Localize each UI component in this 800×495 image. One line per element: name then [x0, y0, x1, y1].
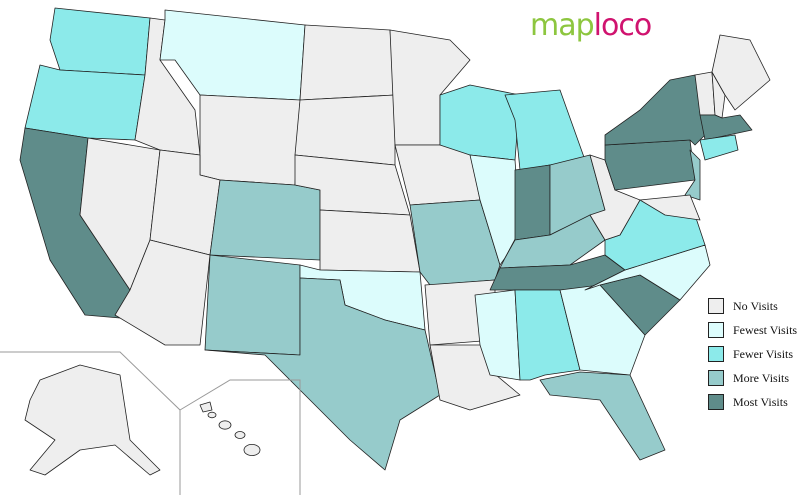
state-nj: [684, 149, 701, 201]
legend-item-fewer-visits: Fewer Visits: [708, 342, 797, 366]
legend-item-fewest-visits: Fewest Visits: [708, 318, 797, 342]
hawaii-island: [207, 411, 217, 419]
legend-item-most-visits: Most Visits: [708, 390, 797, 414]
state-ms: [474, 289, 521, 381]
hawaii-island: [234, 431, 246, 439]
legend-swatch: [708, 370, 724, 386]
state-fl: [539, 371, 666, 461]
inset-border-hawaii: [179, 379, 301, 495]
hawaii-island: [218, 420, 232, 430]
state-ks: [319, 209, 421, 273]
state-ny: [604, 74, 706, 146]
hawaii-island: [243, 443, 261, 456]
state-mt: [159, 9, 306, 101]
inset-border-alaska: [0, 351, 181, 495]
state-ct: [699, 134, 739, 161]
legend-item-more-visits: More Visits: [708, 366, 797, 390]
state-hi: [199, 401, 213, 413]
legend: No Visits Fewest Visits Fewer Visits Mor…: [708, 294, 797, 414]
maploco-logo: maploco: [530, 8, 652, 43]
legend-swatch: [708, 346, 724, 362]
legend-swatch: [708, 322, 724, 338]
state-or: [24, 64, 146, 141]
state-md: [639, 194, 701, 221]
state-wy: [199, 94, 301, 186]
state-nm: [204, 254, 301, 356]
state-co: [209, 179, 321, 261]
state-tx: [204, 277, 441, 471]
legend-swatch: [708, 394, 724, 410]
legend-item-no-visits: No Visits: [708, 294, 797, 318]
state-wa: [49, 7, 151, 76]
state-ak: [24, 364, 161, 476]
state-pa: [604, 139, 696, 191]
state-mi: [504, 89, 586, 171]
state-in: [514, 164, 551, 241]
state-nd: [299, 24, 396, 101]
state-sd: [294, 94, 396, 166]
legend-swatch: [708, 298, 724, 314]
state-me: [711, 34, 771, 111]
